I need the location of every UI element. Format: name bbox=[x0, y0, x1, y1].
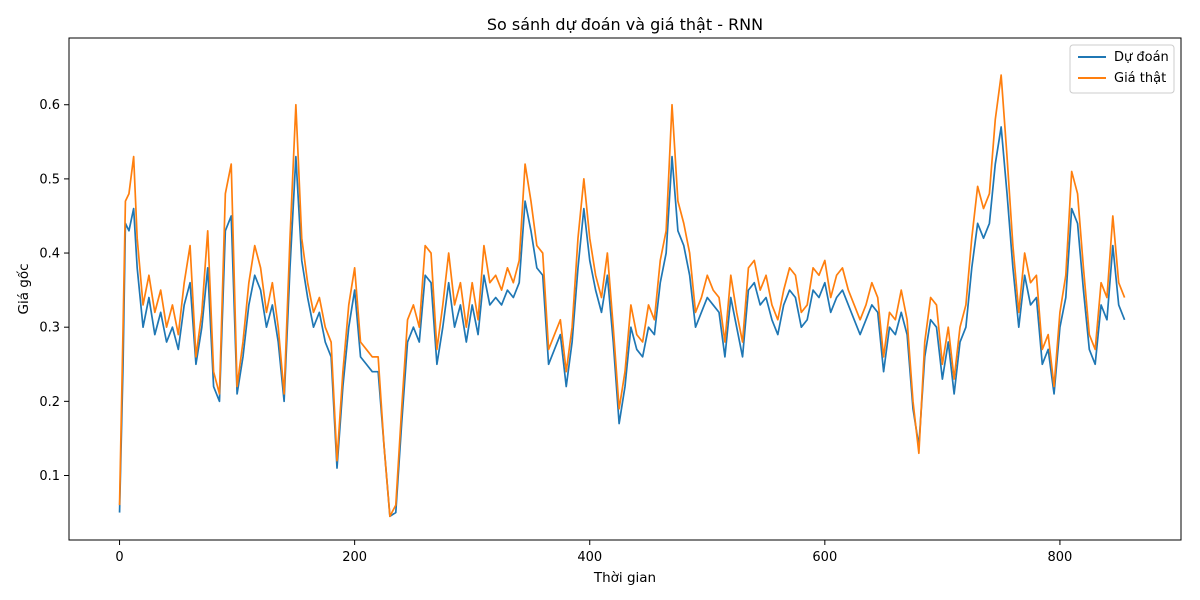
x-tick-label: 0 bbox=[115, 550, 123, 565]
y-tick-label: 0.4 bbox=[39, 247, 60, 262]
series-line-0 bbox=[118, 126, 1126, 518]
plot-frame bbox=[68, 37, 1182, 541]
x-tick-label: 400 bbox=[577, 550, 602, 565]
series-layer bbox=[118, 74, 1126, 518]
x-tick-label: 600 bbox=[812, 550, 837, 565]
y-tick-label: 0.5 bbox=[39, 172, 60, 187]
x-axis-title: Thời gian bbox=[593, 570, 656, 586]
y-tick-label: 0.1 bbox=[39, 469, 60, 484]
legend-label-gia-that: Giá thật bbox=[1114, 71, 1166, 86]
x-axis: 0 200 400 600 800 bbox=[115, 540, 1072, 565]
legend-label-du-doan: Dự đoán bbox=[1114, 50, 1169, 65]
y-axis: 0.1 0.2 0.3 0.4 0.5 0.6 bbox=[39, 98, 69, 484]
y-axis-title: Giá gốc bbox=[15, 263, 32, 314]
legend: Dự đoán Giá thật bbox=[1069, 44, 1175, 94]
x-tick-label: 800 bbox=[1048, 550, 1073, 565]
y-tick-label: 0.3 bbox=[39, 321, 60, 336]
series-line-1 bbox=[118, 74, 1126, 518]
y-tick-label: 0.6 bbox=[39, 98, 60, 113]
y-tick-label: 0.2 bbox=[39, 395, 60, 410]
x-tick-label: 200 bbox=[342, 550, 367, 565]
chart-title: So sánh dự đoán và giá thật - RNN bbox=[487, 15, 763, 34]
